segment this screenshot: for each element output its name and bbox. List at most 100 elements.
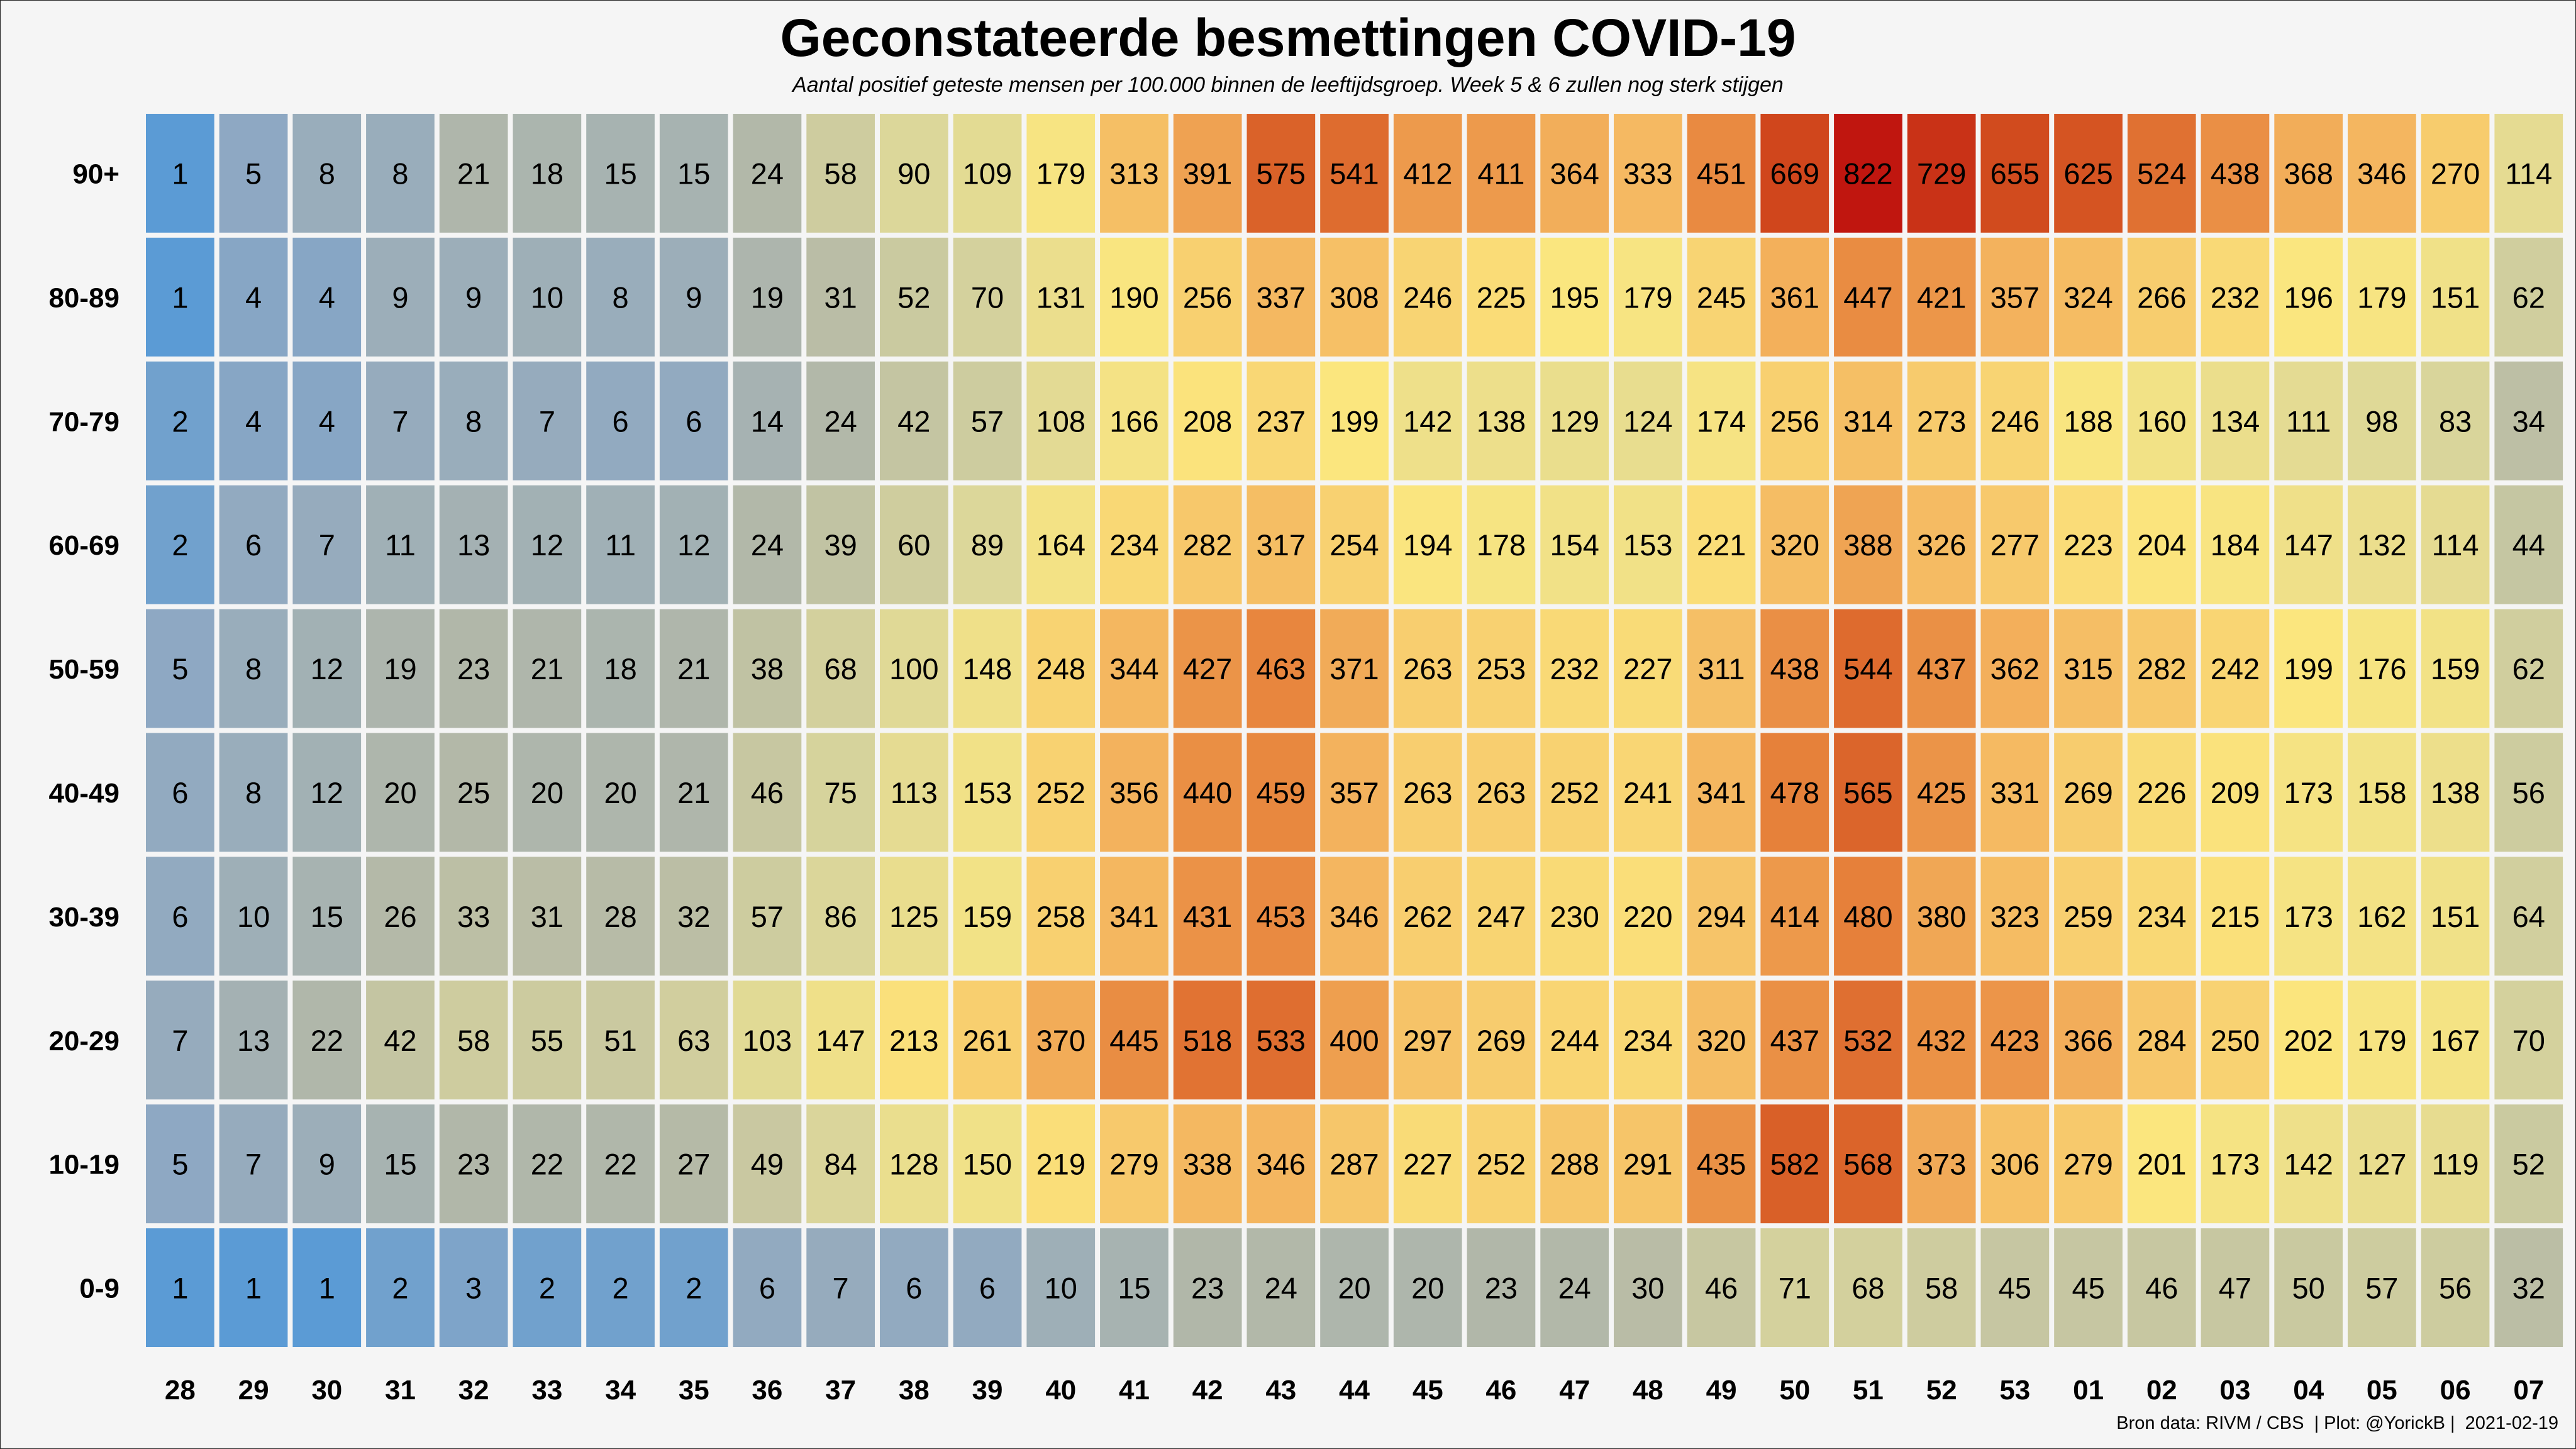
heatmap-cell	[1467, 733, 1536, 852]
cell-value-label: 39	[824, 528, 857, 562]
y-tick-label: 70-79	[48, 406, 119, 437]
heatmap-cell	[219, 361, 288, 480]
heatmap-cell	[1760, 980, 1829, 1100]
heatmap-cell	[2421, 733, 2490, 852]
heatmap-cell	[2054, 1104, 2123, 1224]
cell-value-label: 84	[824, 1148, 857, 1181]
y-tick-label: 60-69	[48, 530, 119, 561]
heatmap-cell	[659, 1228, 728, 1347]
cell-value-label: 256	[1770, 404, 1819, 438]
cell-value-label: 320	[1770, 528, 1819, 562]
heatmap-cell	[953, 733, 1022, 852]
heatmap-cell	[733, 1228, 802, 1347]
heatmap-cell	[953, 485, 1022, 604]
cell-value-label: 138	[1477, 404, 1526, 438]
cell-value-label: 24	[751, 528, 784, 562]
cell-value-label: 8	[465, 404, 482, 438]
heatmap-cell	[659, 237, 728, 357]
cell-value-label: 729	[1917, 157, 1966, 190]
heatmap-cell	[2127, 485, 2196, 604]
x-tick-label: 52	[1926, 1375, 1957, 1406]
cell-value-label: 337	[1257, 280, 1306, 314]
cell-value-label: 287	[1330, 1148, 1379, 1181]
cell-value-label: 20	[1411, 1272, 1444, 1305]
cell-value-label: 437	[1917, 652, 1966, 686]
heatmap-cell	[1907, 857, 1976, 976]
y-tick-label: 50-59	[48, 654, 119, 685]
heatmap-cell	[1687, 980, 1756, 1100]
cell-value-label: 341	[1109, 900, 1158, 933]
cell-value-label: 625	[2063, 157, 2112, 190]
cell-value-label: 357	[1990, 280, 2040, 314]
cell-value-label: 199	[2284, 652, 2333, 686]
heatmap-cell	[2421, 237, 2490, 357]
heatmap-cell	[2274, 980, 2343, 1100]
heatmap-cell	[1173, 1228, 1242, 1347]
heatmap-cell	[2348, 1228, 2416, 1347]
cell-value-label: 128	[889, 1148, 938, 1181]
heatmap-cell	[513, 1228, 582, 1347]
heatmap-cell	[1173, 237, 1242, 357]
heatmap-cell	[366, 237, 435, 357]
heatmap-cell	[2274, 237, 2343, 357]
heatmap-cell	[1760, 733, 1829, 852]
heatmap-cell	[2201, 237, 2270, 357]
cell-value-label: 46	[751, 776, 784, 809]
heatmap-cell	[1540, 980, 1609, 1100]
heatmap-cell	[659, 609, 728, 728]
cell-value-label: 9	[392, 280, 408, 314]
heatmap-cell	[439, 980, 508, 1100]
heatmap-cell	[1980, 857, 2050, 976]
cell-value-label: 24	[824, 404, 857, 438]
heatmap-cell	[1614, 980, 1682, 1100]
heatmap-cell	[733, 361, 802, 480]
y-tick-label: 20-29	[48, 1026, 119, 1057]
cell-value-label: 9	[319, 1148, 335, 1181]
heatmap-cell	[1100, 361, 1169, 480]
heatmap-cell	[1907, 980, 1976, 1100]
heatmap-cell	[2421, 114, 2490, 233]
cell-value-label: 258	[1036, 900, 1085, 933]
heatmap-cell	[953, 609, 1022, 728]
cell-value-label: 225	[1477, 280, 1526, 314]
cell-value-label: 13	[457, 528, 490, 562]
cell-value-label: 127	[2357, 1148, 2406, 1181]
heatmap-cell	[659, 114, 728, 233]
heatmap-cell	[2348, 485, 2416, 604]
cell-value-label: 64	[2512, 900, 2545, 933]
heatmap-cell	[1760, 1228, 1829, 1347]
cell-value-label: 366	[2063, 1024, 2112, 1057]
heatmap-cell	[586, 237, 655, 357]
heatmap-cell	[1614, 857, 1682, 976]
y-tick-label: 90+	[72, 158, 119, 189]
heatmap-cell	[953, 1228, 1022, 1347]
heatmap-cell	[1320, 980, 1389, 1100]
cell-value-label: 451	[1697, 157, 1746, 190]
heatmap-cell	[1540, 237, 1609, 357]
heatmap-cell	[1834, 114, 1902, 233]
cell-value-label: 204	[2137, 528, 2186, 562]
cell-value-label: 357	[1330, 776, 1379, 809]
heatmap-cell	[806, 857, 875, 976]
heatmap-cell	[1980, 1104, 2050, 1224]
cell-value-label: 142	[2284, 1148, 2333, 1181]
cell-value-label: 368	[2284, 157, 2333, 190]
cell-value-label: 323	[1990, 900, 2040, 933]
cell-value-label: 46	[2145, 1272, 2178, 1305]
heatmap-cell	[1687, 857, 1756, 976]
cell-value-label: 58	[824, 157, 857, 190]
cell-value-label: 252	[1550, 776, 1599, 809]
heatmap-cell	[2127, 1104, 2196, 1224]
cell-value-label: 75	[824, 776, 857, 809]
cell-value-label: 15	[1118, 1272, 1150, 1305]
heatmap-cell	[2494, 1228, 2563, 1347]
heatmap-cell	[1907, 237, 1976, 357]
cell-value-label: 100	[889, 652, 938, 686]
cell-value-label: 21	[677, 776, 710, 809]
cell-value-label: 244	[1550, 1024, 1599, 1057]
cell-value-label: 412	[1403, 157, 1452, 190]
cell-value-label: 68	[1852, 1272, 1884, 1305]
heatmap-cell	[439, 1228, 508, 1347]
source-footer: Bron data: RIVM / CBS | Plot: @YorickB |…	[2116, 1413, 2558, 1433]
cell-value-label: 45	[2072, 1272, 2104, 1305]
